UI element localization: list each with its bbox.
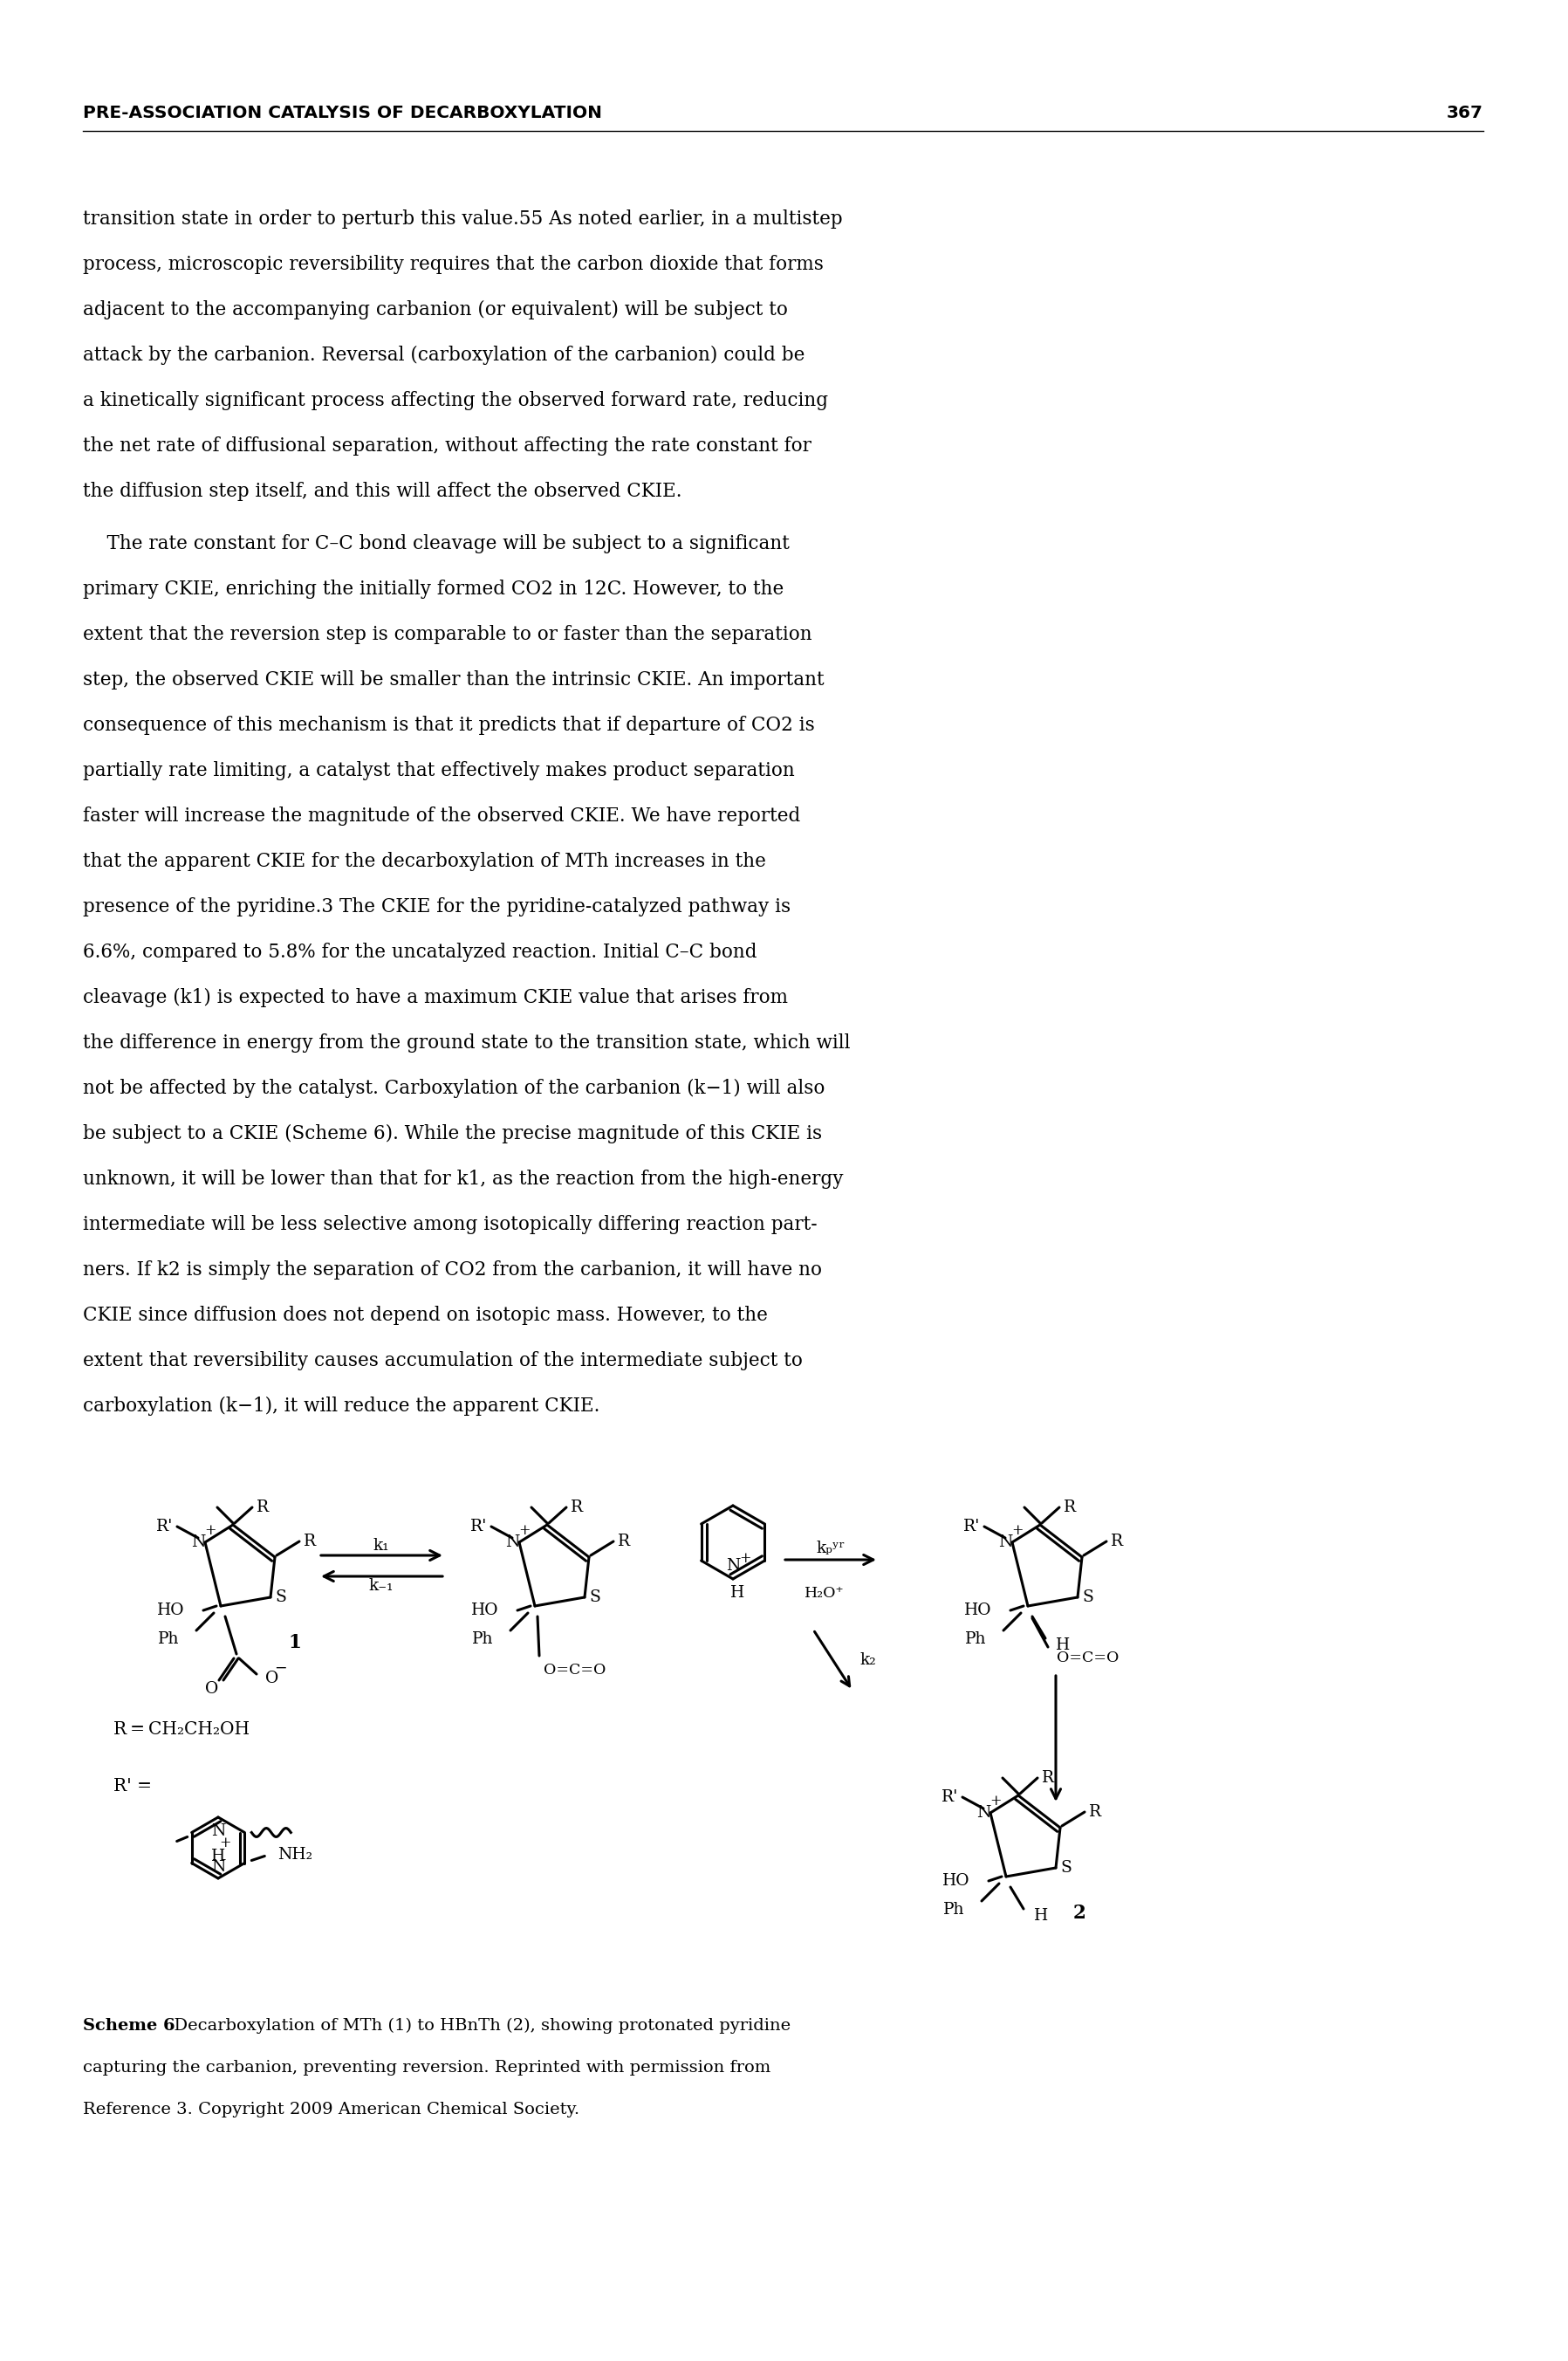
- Text: Ph: Ph: [964, 1631, 986, 1648]
- Text: N: N: [212, 1823, 226, 1839]
- Text: intermediate will be less selective among isotopically differing reaction part-: intermediate will be less selective amon…: [83, 1216, 817, 1235]
- Text: Scheme 6: Scheme 6: [83, 2019, 176, 2033]
- Text: R' =: R' =: [113, 1778, 152, 1794]
- Text: attack by the carbanion. Reversal (carboxylation of the carbanion) could be: attack by the carbanion. Reversal (carbo…: [83, 345, 804, 366]
- Text: k₋₁: k₋₁: [368, 1577, 394, 1594]
- Text: S: S: [276, 1589, 287, 1605]
- Text: primary CKIE, enriching the initially formed CO2 in 12C. However, to the: primary CKIE, enriching the initially fo…: [83, 578, 784, 600]
- Text: the difference in energy from the ground state to the transition state, which wi: the difference in energy from the ground…: [83, 1034, 850, 1053]
- Text: N: N: [505, 1535, 519, 1551]
- Text: that the apparent CKIE for the decarboxylation of MTh increases in the: that the apparent CKIE for the decarboxy…: [83, 852, 767, 871]
- Text: +: +: [739, 1551, 751, 1565]
- Text: R = CH₂CH₂OH: R = CH₂CH₂OH: [113, 1721, 249, 1738]
- Text: carboxylation (k−1), it will reduce the apparent CKIE.: carboxylation (k−1), it will reduce the …: [83, 1395, 601, 1417]
- Text: HO: HO: [157, 1603, 183, 1617]
- Text: H: H: [731, 1584, 745, 1601]
- Text: R: R: [1088, 1804, 1101, 1820]
- Text: The rate constant for C–C bond cleavage will be subject to a significant: The rate constant for C–C bond cleavage …: [83, 534, 790, 552]
- Text: capturing the carbanion, preventing reversion. Reprinted with permission from: capturing the carbanion, preventing reve…: [83, 2059, 771, 2075]
- Text: process, microscopic reversibility requires that the carbon dioxide that forms: process, microscopic reversibility requi…: [83, 255, 823, 274]
- Text: S: S: [590, 1589, 601, 1605]
- Text: R: R: [1041, 1771, 1054, 1785]
- Text: faster will increase the magnitude of the observed CKIE. We have reported: faster will increase the magnitude of th…: [83, 807, 800, 826]
- Text: H: H: [212, 1849, 226, 1865]
- Text: ners. If k2 is simply the separation of CO2 from the carbanion, it will have no: ners. If k2 is simply the separation of …: [83, 1261, 822, 1280]
- Text: 1: 1: [289, 1634, 301, 1653]
- Text: H: H: [1033, 1908, 1047, 1924]
- Text: step, the observed CKIE will be smaller than the intrinsic CKIE. An important: step, the observed CKIE will be smaller …: [83, 671, 825, 689]
- Text: the diffusion step itself, and this will affect the observed CKIE.: the diffusion step itself, and this will…: [83, 482, 682, 501]
- Text: unknown, it will be lower than that for k1, as the reaction from the high-energy: unknown, it will be lower than that for …: [83, 1169, 844, 1190]
- Text: H₂O⁺: H₂O⁺: [804, 1587, 844, 1601]
- Text: N: N: [999, 1535, 1013, 1551]
- Text: HO: HO: [942, 1872, 969, 1889]
- Text: PRE-ASSOCIATION CATALYSIS OF DECARBOXYLATION: PRE-ASSOCIATION CATALYSIS OF DECARBOXYLA…: [83, 104, 602, 120]
- Text: cleavage (k1) is expected to have a maximum CKIE value that arises from: cleavage (k1) is expected to have a maxi…: [83, 987, 789, 1008]
- Text: transition state in order to perturb this value.55 As noted earlier, in a multis: transition state in order to perturb thi…: [83, 210, 842, 229]
- Text: R: R: [618, 1535, 630, 1549]
- Text: presence of the pyridine.3 The CKIE for the pyridine-catalyzed pathway is: presence of the pyridine.3 The CKIE for …: [83, 897, 790, 916]
- Text: O: O: [205, 1681, 218, 1698]
- Text: k₂: k₂: [859, 1653, 877, 1667]
- Text: a kinetically significant process affecting the observed forward rate, reducing: a kinetically significant process affect…: [83, 392, 828, 411]
- Text: O: O: [265, 1672, 279, 1686]
- Text: N: N: [191, 1535, 205, 1551]
- Text: N: N: [726, 1558, 740, 1575]
- Text: CKIE since diffusion does not depend on isotopic mass. However, to the: CKIE since diffusion does not depend on …: [83, 1306, 768, 1325]
- Text: Reference 3. Copyright 2009 American Chemical Society.: Reference 3. Copyright 2009 American Che…: [83, 2101, 580, 2118]
- Text: R': R': [470, 1518, 488, 1535]
- Text: R: R: [1063, 1499, 1076, 1516]
- Text: 2: 2: [1073, 1903, 1087, 1922]
- Text: R': R': [963, 1518, 980, 1535]
- Text: R: R: [571, 1499, 583, 1516]
- Text: R': R': [155, 1518, 172, 1535]
- Text: −: −: [274, 1660, 287, 1676]
- Text: be subject to a CKIE (Scheme 6). While the precise magnitude of this CKIE is: be subject to a CKIE (Scheme 6). While t…: [83, 1124, 822, 1143]
- Text: R: R: [1110, 1535, 1123, 1549]
- Text: Ph: Ph: [157, 1631, 179, 1648]
- Text: +: +: [519, 1523, 530, 1537]
- Text: adjacent to the accompanying carbanion (or equivalent) will be subject to: adjacent to the accompanying carbanion (…: [83, 300, 787, 319]
- Text: +: +: [1011, 1523, 1024, 1537]
- Text: consequence of this mechanism is that it predicts that if departure of CO2 is: consequence of this mechanism is that it…: [83, 715, 815, 734]
- Text: N: N: [977, 1806, 991, 1820]
- Text: HO: HO: [470, 1603, 499, 1617]
- Text: +: +: [989, 1794, 1002, 1809]
- Text: H: H: [1055, 1639, 1069, 1653]
- Text: Ph: Ph: [472, 1631, 492, 1648]
- Text: +: +: [204, 1523, 216, 1537]
- Text: O=C=O: O=C=O: [1057, 1650, 1120, 1667]
- Text: 6.6%, compared to 5.8% for the uncatalyzed reaction. Initial C–C bond: 6.6%, compared to 5.8% for the uncatalyz…: [83, 942, 757, 961]
- Text: k₁: k₁: [373, 1537, 389, 1554]
- Text: S: S: [1082, 1589, 1094, 1605]
- Text: S: S: [1060, 1860, 1073, 1875]
- Text: Decarboxylation of MTh (1) to HBnTh (2), showing protonated pyridine: Decarboxylation of MTh (1) to HBnTh (2),…: [163, 2019, 790, 2033]
- Text: NH₂: NH₂: [278, 1846, 312, 1863]
- Text: 367: 367: [1447, 104, 1483, 120]
- Text: +: +: [220, 1837, 230, 1851]
- Text: extent that the reversion step is comparable to or faster than the separation: extent that the reversion step is compar…: [83, 626, 812, 645]
- Text: kₚʸʳ: kₚʸʳ: [817, 1539, 845, 1556]
- Text: N: N: [212, 1858, 226, 1875]
- Text: O=C=O: O=C=O: [544, 1662, 605, 1676]
- Text: R': R': [941, 1790, 958, 1806]
- Text: HO: HO: [964, 1603, 991, 1617]
- Text: R: R: [304, 1535, 317, 1549]
- Text: partially rate limiting, a catalyst that effectively makes product separation: partially rate limiting, a catalyst that…: [83, 760, 795, 779]
- Text: R: R: [257, 1499, 268, 1516]
- Text: not be affected by the catalyst. Carboxylation of the carbanion (k−1) will also: not be affected by the catalyst. Carboxy…: [83, 1079, 825, 1098]
- Text: extent that reversibility causes accumulation of the intermediate subject to: extent that reversibility causes accumul…: [83, 1350, 803, 1369]
- Text: the net rate of diffusional separation, without affecting the rate constant for: the net rate of diffusional separation, …: [83, 437, 811, 456]
- Text: Ph: Ph: [942, 1903, 964, 1917]
